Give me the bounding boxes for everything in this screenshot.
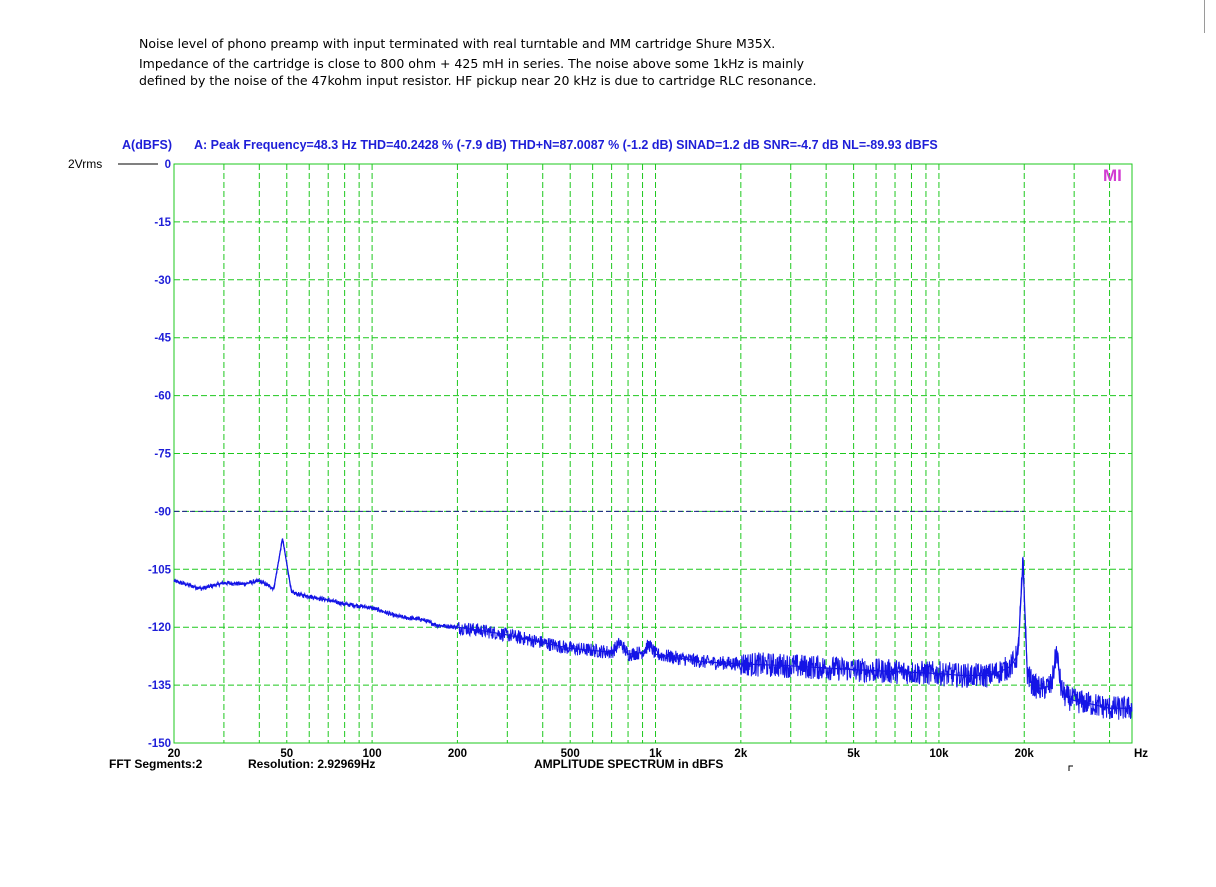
resolution-label: Resolution: 2.92969Hz bbox=[248, 757, 375, 771]
description-line-3: defined by the noise of the 47kohm input… bbox=[139, 73, 817, 88]
y-tick-label: -75 bbox=[154, 449, 171, 461]
y-tick-label: -30 bbox=[154, 275, 171, 287]
x-tick-label: 1k bbox=[649, 748, 662, 760]
x-tick-label: 2k bbox=[734, 748, 747, 760]
y-tick-label: -90 bbox=[154, 506, 171, 518]
description-text: Noise level of phono preamp with input t… bbox=[139, 35, 816, 89]
x-tick-label: 100 bbox=[363, 748, 382, 760]
y-tick-label: -15 bbox=[154, 217, 171, 229]
window-edge-line bbox=[1204, 0, 1205, 33]
y-tick-label: 0 bbox=[165, 159, 171, 171]
y-tick-label: -135 bbox=[148, 680, 172, 692]
corner-mark bbox=[1068, 765, 1073, 771]
x-tick-label: 5k bbox=[847, 748, 860, 760]
fft-segments-label: FFT Segments:2 bbox=[109, 757, 203, 771]
y-axis-ticks: 0 -15 -30 -45 -60 -75 -90 -105 -120 -135 -150 bbox=[148, 159, 172, 750]
y-tick-label: -60 bbox=[154, 391, 171, 403]
series-trace bbox=[173, 538, 1133, 720]
y-tick-label: -45 bbox=[154, 333, 171, 345]
x-tick-label: 20 bbox=[168, 748, 181, 760]
x-tick-label: 200 bbox=[448, 748, 467, 760]
description-line-1: Noise level of phono preamp with input t… bbox=[139, 36, 776, 51]
series-line bbox=[173, 539, 1133, 720]
grid bbox=[174, 164, 1132, 743]
chart-title: A: Peak Frequency=48.3 Hz THD=40.2428 % … bbox=[194, 138, 938, 152]
x-tick-label: 500 bbox=[561, 748, 580, 760]
x-tick-label: 50 bbox=[280, 748, 293, 760]
plot-frame bbox=[173, 163, 1133, 744]
y-tick-label: -120 bbox=[148, 622, 171, 634]
description-line-2: Impedance of the cartridge is close to 8… bbox=[139, 56, 805, 71]
logo-mark: MI bbox=[1103, 166, 1122, 185]
x-axis-unit: Hz bbox=[1134, 748, 1148, 760]
y-tick-label: -105 bbox=[148, 564, 172, 576]
y-tick-label: -150 bbox=[148, 738, 171, 750]
y-axis-title: A(dBFS) bbox=[122, 138, 172, 152]
reference-level-label: 2Vrms bbox=[68, 157, 102, 171]
x-tick-label: 10k bbox=[929, 748, 949, 760]
x-axis-ticks: 20 50 100 200 500 1k 2k 5k 10k 20k bbox=[168, 748, 1035, 760]
series-envelope bbox=[173, 538, 1132, 709]
x-tick-label: 20k bbox=[1015, 748, 1035, 760]
x-axis-title: AMPLITUDE SPECTRUM in dBFS bbox=[534, 757, 723, 771]
